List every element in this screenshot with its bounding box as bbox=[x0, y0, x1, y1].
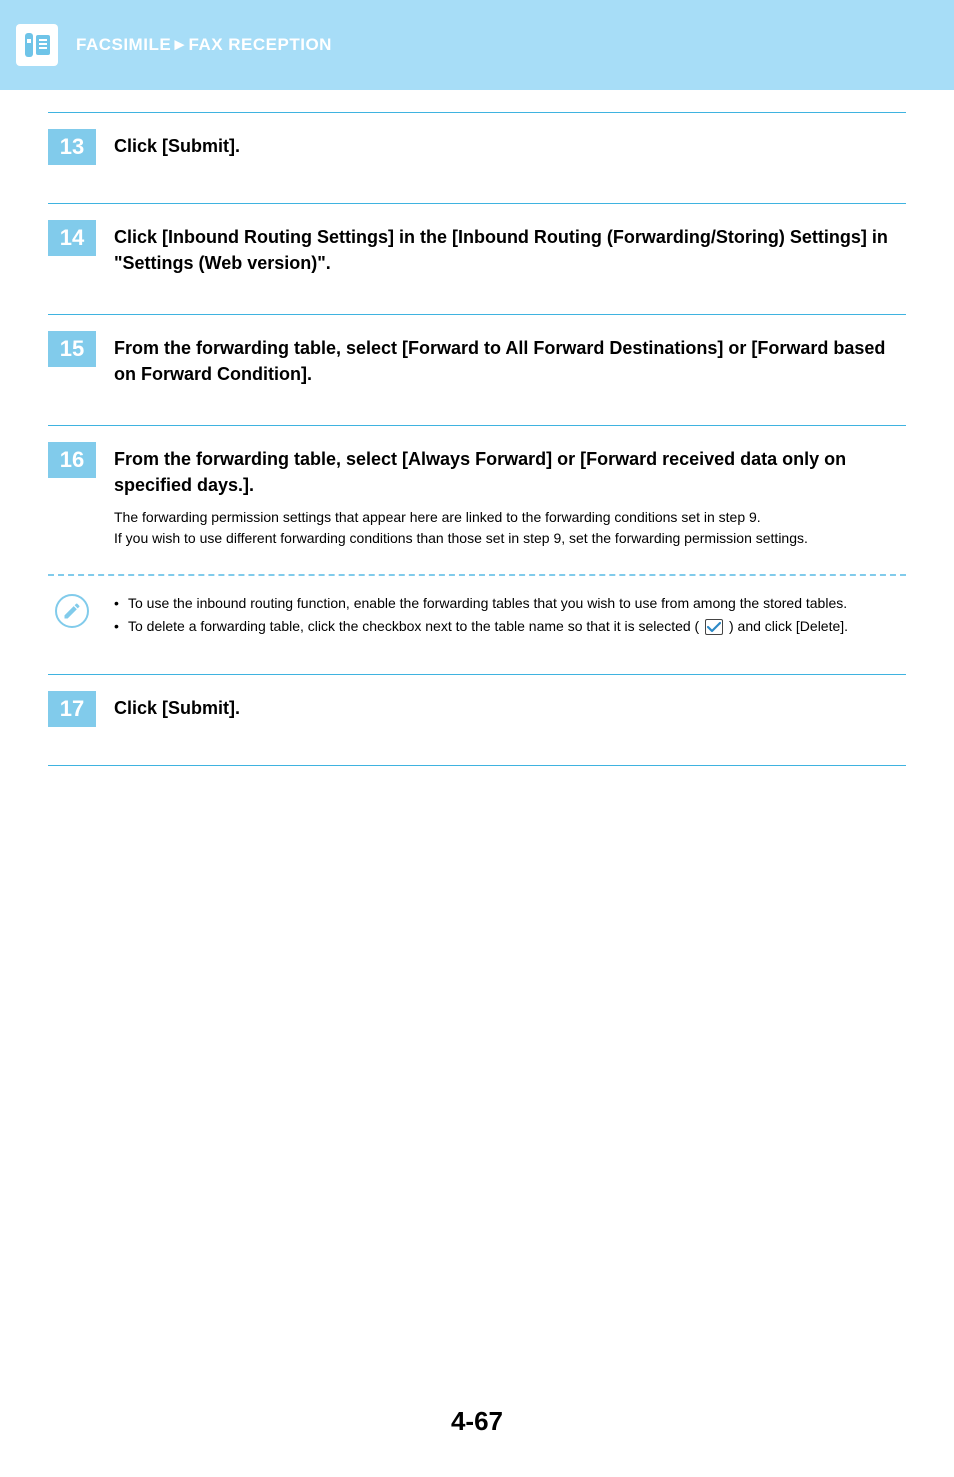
breadcrumb-left: FACSIMILE bbox=[76, 35, 171, 54]
step-16: 16 From the forwarding table, select [Al… bbox=[48, 426, 906, 566]
note-block: • To use the inbound routing function, e… bbox=[48, 588, 906, 652]
page-header: FACSIMILE►FAX RECEPTION bbox=[0, 0, 954, 90]
step-title: Click [Submit]. bbox=[114, 133, 906, 159]
note-bullet-2: • To delete a forwarding table, click th… bbox=[114, 615, 906, 638]
step-body: From the forwarding table, select [Alway… bbox=[114, 442, 906, 550]
step-15: 15 From the forwarding table, select [Fo… bbox=[48, 315, 906, 403]
checked-checkbox-icon bbox=[705, 619, 723, 635]
step-number: 15 bbox=[48, 331, 96, 367]
step-body: Click [Submit]. bbox=[114, 691, 906, 721]
step-desc-line: The forwarding permission settings that … bbox=[114, 507, 906, 529]
step-title: Click [Inbound Routing Settings] in the … bbox=[114, 224, 906, 276]
step-17: 17 Click [Submit]. bbox=[48, 675, 906, 743]
note-body: • To use the inbound routing function, e… bbox=[114, 588, 906, 638]
step-number: 16 bbox=[48, 442, 96, 478]
dashed-separator bbox=[48, 574, 906, 576]
pencil-note-icon bbox=[55, 594, 89, 628]
step-title: From the forwarding table, select [Alway… bbox=[114, 446, 906, 498]
step-14: 14 Click [Inbound Routing Settings] in t… bbox=[48, 204, 906, 292]
note-bullet-1: • To use the inbound routing function, e… bbox=[114, 592, 906, 615]
step-number: 14 bbox=[48, 220, 96, 256]
step-number: 13 bbox=[48, 129, 96, 165]
fax-document-icon bbox=[16, 24, 58, 66]
step-title: From the forwarding table, select [Forwa… bbox=[114, 335, 906, 387]
separator bbox=[48, 765, 906, 766]
step-title: Click [Submit]. bbox=[114, 695, 906, 721]
page-number: 4-67 bbox=[0, 1406, 954, 1477]
breadcrumb-right: FAX RECEPTION bbox=[189, 35, 332, 54]
bullet-dot: • bbox=[114, 615, 128, 638]
breadcrumb-arrow: ► bbox=[171, 35, 188, 54]
step-number: 17 bbox=[48, 691, 96, 727]
note-text-pre: To delete a forwarding table, click the … bbox=[128, 618, 699, 634]
breadcrumb: FACSIMILE►FAX RECEPTION bbox=[76, 35, 332, 55]
step-13: 13 Click [Submit]. bbox=[48, 113, 906, 181]
note-text: To delete a forwarding table, click the … bbox=[128, 615, 848, 638]
note-text: To use the inbound routing function, ena… bbox=[128, 592, 847, 615]
step-description: The forwarding permission settings that … bbox=[114, 507, 906, 550]
step-body: Click [Submit]. bbox=[114, 129, 906, 159]
note-icon-wrap bbox=[48, 588, 96, 628]
step-desc-line: If you wish to use different forwarding … bbox=[114, 528, 906, 550]
step-body: Click [Inbound Routing Settings] in the … bbox=[114, 220, 906, 276]
step-body: From the forwarding table, select [Forwa… bbox=[114, 331, 906, 387]
page-content: 13 Click [Submit]. 14 Click [Inbound Rou… bbox=[0, 112, 954, 806]
bullet-dot: • bbox=[114, 592, 128, 615]
note-text-post: ) and click [Delete]. bbox=[729, 618, 848, 634]
